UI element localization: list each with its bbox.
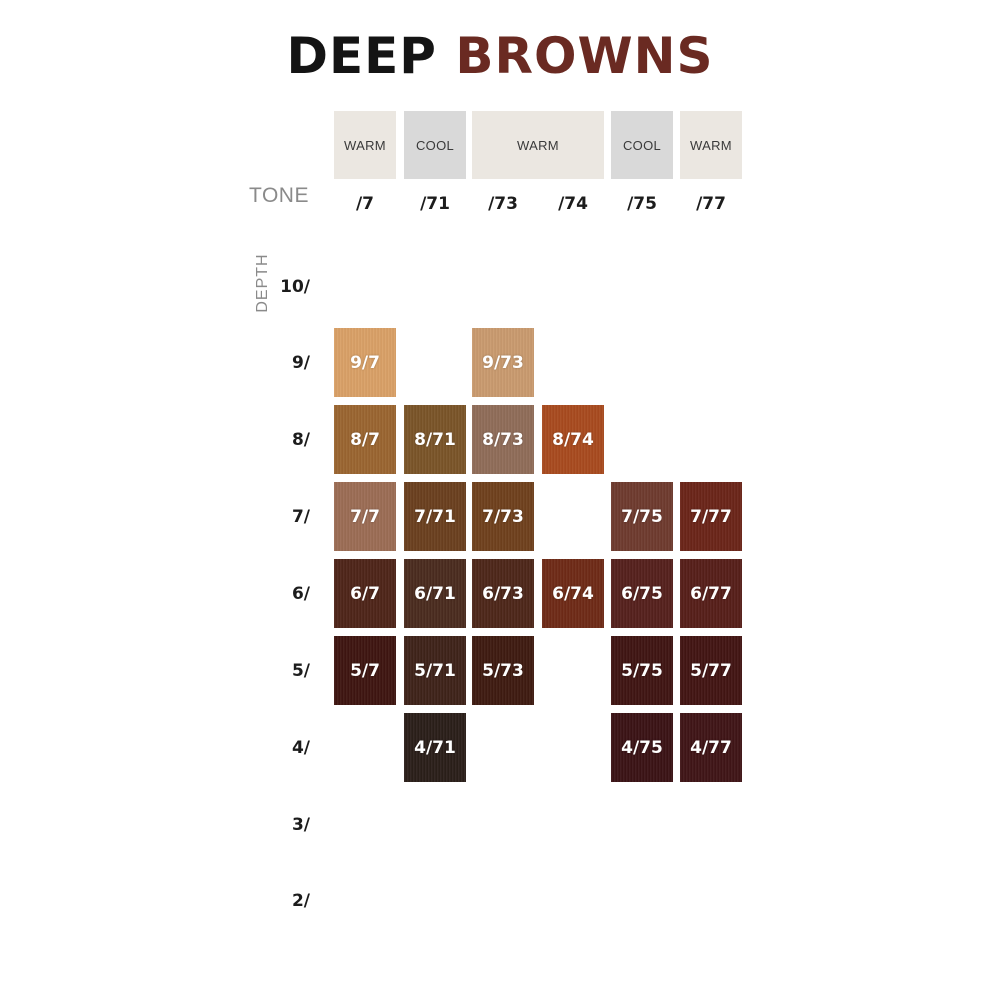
swatch-6-73: 6/73 [472,559,534,628]
temperature-band-warm: WARM [680,111,742,179]
depth-code: 3/ [291,815,310,835]
title-word-deep: DEEP [286,27,437,85]
swatch-9-7: 9/7 [334,328,396,397]
temperature-band-warm: WARM [472,111,604,179]
swatch-4-71: 4/71 [404,713,466,782]
swatch-6-75: 6/75 [611,559,673,628]
swatch-5-75: 5/75 [611,636,673,705]
depth-code: 4/ [291,738,310,758]
temperature-band-cool: COOL [404,111,466,179]
temperature-band-cool: COOL [611,111,673,179]
swatch-7-7: 7/7 [334,482,396,551]
chart-title: DEEP BROWNS [0,26,1000,86]
swatch-4-77: 4/77 [680,713,742,782]
tone-code: /71 [420,194,450,214]
tone-code: /75 [627,194,657,214]
temperature-band-warm: WARM [334,111,396,179]
tone-code: /73 [488,194,518,214]
swatch-6-71: 6/71 [404,559,466,628]
swatch-7-71: 7/71 [404,482,466,551]
depth-code: 7/ [291,507,310,527]
swatch-6-7: 6/7 [334,559,396,628]
swatch-7-75: 7/75 [611,482,673,551]
swatch-4-75: 4/75 [611,713,673,782]
depth-code: 10/ [280,277,310,297]
swatch-5-7: 5/7 [334,636,396,705]
swatch-7-77: 7/77 [680,482,742,551]
title-word-browns: BROWNS [455,27,714,85]
swatch-6-77: 6/77 [680,559,742,628]
depth-code: 9/ [291,353,310,373]
depth-code: 2/ [291,891,310,911]
swatch-5-73: 5/73 [472,636,534,705]
swatch-8-7: 8/7 [334,405,396,474]
swatch-9-73: 9/73 [472,328,534,397]
swatch-7-73: 7/73 [472,482,534,551]
swatch-8-74: 8/74 [542,405,604,474]
depth-code: 6/ [291,584,310,604]
tone-code: /74 [558,194,588,214]
swatch-6-74: 6/74 [542,559,604,628]
depth-code: 8/ [291,430,310,450]
tone-axis-label: TONE [249,184,309,207]
swatch-5-71: 5/71 [404,636,466,705]
swatch-5-77: 5/77 [680,636,742,705]
swatch-8-73: 8/73 [472,405,534,474]
depth-code: 5/ [291,661,310,681]
tone-code: /77 [696,194,726,214]
tone-code: /7 [355,194,375,214]
swatch-8-71: 8/71 [404,405,466,474]
